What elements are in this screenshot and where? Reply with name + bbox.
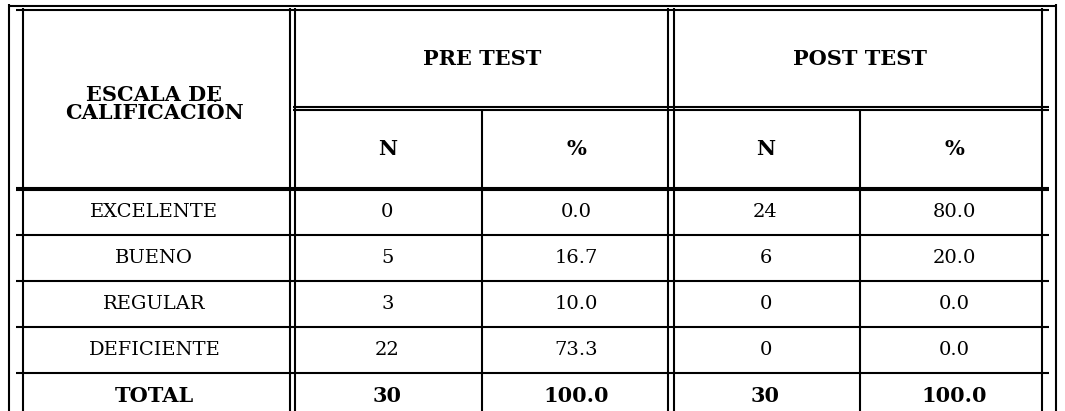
Text: BUENO: BUENO [115, 249, 194, 267]
Text: 0.0: 0.0 [939, 295, 970, 313]
Text: 24: 24 [753, 203, 777, 221]
Text: 73.3: 73.3 [555, 341, 599, 359]
Text: 30: 30 [373, 386, 402, 406]
Text: 3: 3 [381, 295, 394, 313]
Text: 20.0: 20.0 [933, 249, 977, 267]
Text: REGULAR: REGULAR [103, 295, 206, 313]
Text: TOTAL: TOTAL [115, 386, 194, 406]
Text: 0: 0 [381, 203, 394, 221]
Text: CALIFICACIÓN: CALIFICACIÓN [65, 103, 244, 123]
Text: 0.0: 0.0 [561, 203, 592, 221]
Text: 5: 5 [381, 249, 394, 267]
Text: 16.7: 16.7 [555, 249, 599, 267]
Text: 10.0: 10.0 [555, 295, 599, 313]
Text: 30: 30 [751, 386, 780, 406]
Text: 80.0: 80.0 [933, 203, 977, 221]
Text: PRE TEST: PRE TEST [423, 48, 541, 69]
Text: 0.0: 0.0 [939, 341, 970, 359]
Text: DEFICIENTE: DEFICIENTE [88, 341, 220, 359]
Text: 0: 0 [759, 341, 772, 359]
Text: N: N [756, 139, 775, 159]
Text: POST TEST: POST TEST [793, 48, 927, 69]
Text: 100.0: 100.0 [543, 386, 609, 406]
Text: %: % [945, 139, 965, 159]
Text: ESCALA DE: ESCALA DE [86, 85, 223, 104]
Text: 6: 6 [759, 249, 772, 267]
Text: 0: 0 [759, 295, 772, 313]
Text: 100.0: 100.0 [921, 386, 987, 406]
Text: EXCELENTE: EXCELENTE [91, 203, 218, 221]
Text: %: % [567, 139, 587, 159]
Text: 22: 22 [375, 341, 399, 359]
Text: N: N [378, 139, 397, 159]
